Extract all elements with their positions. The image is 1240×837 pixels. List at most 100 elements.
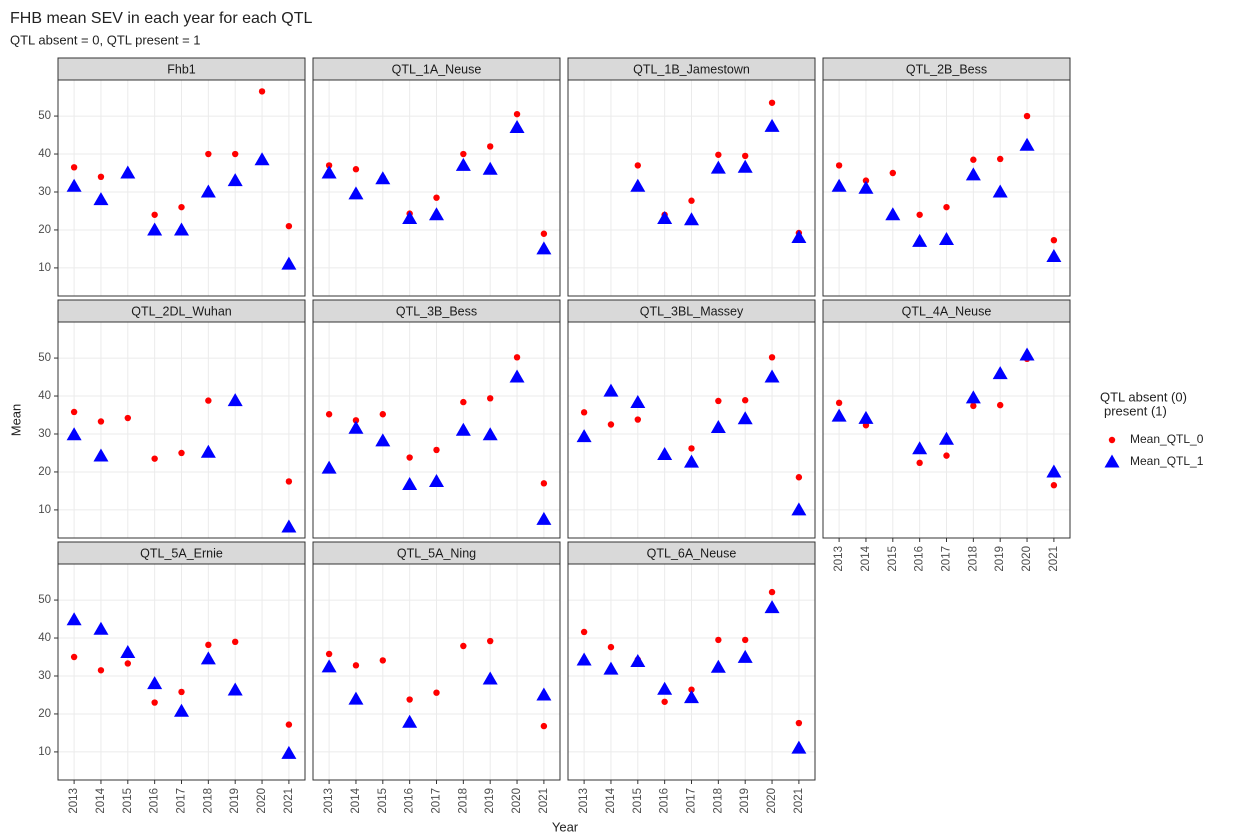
y-tick-label: 10: [38, 746, 51, 758]
y-tick-label: 40: [38, 390, 51, 402]
triangle-point: [858, 180, 874, 194]
x-tick-label: 2018: [457, 788, 469, 814]
panel-border: [312, 563, 561, 781]
point: [124, 414, 132, 422]
point: [151, 455, 158, 462]
x-tick-label: 2021: [1048, 546, 1060, 572]
triangle-point: [939, 431, 954, 445]
triangle-point: [321, 659, 337, 673]
y-tick-label: 10: [38, 504, 51, 516]
point: [768, 588, 776, 596]
point: [634, 416, 642, 423]
strip-label: QTL_3B_Bess: [396, 304, 477, 318]
point: [178, 203, 185, 211]
y-tick-label: 20: [38, 466, 51, 478]
triangle-point: [791, 502, 807, 516]
point: [889, 169, 897, 177]
y-tick-label: 40: [38, 632, 51, 644]
point: [607, 421, 615, 428]
triangle-point: [630, 178, 646, 192]
triangle-point: [657, 211, 673, 225]
triangle-point: [200, 444, 216, 458]
triangle-point: [66, 178, 82, 192]
point: [178, 688, 185, 696]
triangle-point: [657, 446, 673, 460]
x-tick-label: 2016: [404, 788, 416, 814]
point: [580, 628, 588, 636]
point: [124, 660, 132, 667]
x-tick-label: 2013: [833, 546, 845, 572]
point: [768, 354, 776, 361]
x-tick-label: 2017: [941, 546, 953, 572]
triangle-point: [174, 222, 189, 236]
strip-label: QTL_2B_Bess: [906, 62, 987, 76]
triangle-point: [321, 165, 337, 179]
triangle-point: [429, 473, 444, 487]
strip-label: Fhb1: [167, 62, 196, 76]
panel-border: [567, 321, 816, 539]
x-tick-label: 2018: [202, 788, 214, 814]
x-tick-label: 2019: [484, 788, 496, 814]
point: [970, 402, 977, 410]
triangle-point: [348, 186, 364, 200]
point: [943, 452, 950, 459]
strip-label: QTL_6A_Neuse: [647, 546, 737, 560]
point: [715, 636, 722, 644]
triangle-point: [93, 448, 109, 462]
point: [151, 699, 158, 706]
triangle-point: [509, 369, 525, 383]
x-tick-label: 2017: [431, 788, 443, 814]
y-tick-label: 30: [38, 670, 51, 682]
point: [285, 478, 293, 485]
panel-border: [312, 79, 561, 297]
x-tick-label: 2021: [538, 788, 550, 814]
point: [325, 650, 333, 658]
point: [835, 162, 843, 169]
point: [70, 164, 78, 171]
point: [258, 88, 266, 95]
panel-border: [567, 79, 816, 297]
point: [486, 637, 494, 645]
strip-label: QTL_5A_Ning: [397, 546, 476, 560]
x-tick-label: 2013: [578, 788, 590, 814]
triangle-point: [429, 207, 444, 221]
strip-label: QTL_1B_Jamestown: [633, 62, 750, 76]
point: [862, 177, 870, 184]
triangle-point: [684, 454, 699, 468]
triangle-point: [576, 652, 592, 666]
point: [352, 417, 360, 424]
x-tick-label: 2018: [712, 788, 724, 814]
triangle-point: [66, 427, 82, 441]
triangle-point: [992, 184, 1008, 198]
x-tick-label: 2015: [122, 788, 134, 814]
triangle-point: [764, 369, 780, 383]
point: [607, 643, 615, 651]
point: [540, 480, 548, 487]
panel-border: [57, 79, 306, 297]
y-tick-label: 20: [38, 708, 51, 720]
panel-border: [822, 321, 1071, 539]
triangle-point: [482, 161, 498, 175]
point: [70, 653, 78, 661]
point: [741, 397, 749, 404]
point: [688, 445, 695, 452]
triangle-point: [603, 661, 619, 675]
triangle-point: [737, 411, 753, 425]
panel-border: [57, 563, 306, 781]
point: [379, 657, 387, 664]
triangle-point: [375, 433, 391, 447]
point: [661, 698, 668, 705]
point: [795, 474, 803, 481]
strip-label: QTL_4A_Neuse: [902, 304, 992, 318]
triangle-point: [348, 420, 364, 434]
triangle-point: [912, 233, 928, 247]
point: [433, 689, 440, 696]
y-tick-label: 50: [38, 594, 51, 606]
point: [178, 449, 185, 457]
x-tick-label: 2021: [793, 788, 805, 814]
x-tick-label: 2020: [1021, 546, 1033, 572]
triangle-point: [1046, 249, 1062, 263]
triangle-point: [831, 408, 847, 422]
triangle-point: [737, 159, 753, 173]
